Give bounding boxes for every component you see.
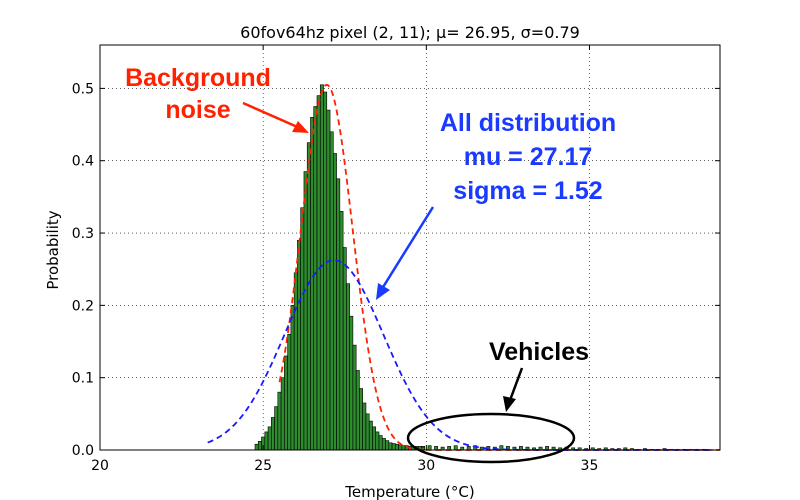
- histogram-bar: [310, 117, 315, 451]
- histogram-bar: [391, 443, 396, 451]
- histogram-bar: [401, 445, 406, 451]
- histogram-bar: [355, 370, 360, 451]
- histogram-bar: [395, 443, 399, 451]
- histogram-bar: [306, 142, 311, 451]
- histogram-bar: [287, 333, 292, 451]
- x-tick-label: 35: [581, 458, 599, 474]
- histogram-bar: [372, 426, 377, 451]
- histogram-bar: [352, 344, 357, 451]
- chart-title: 60fov64hz pixel (2, 11); μ= 26.95, σ=0.7…: [240, 23, 580, 42]
- background-arrowhead: [292, 121, 309, 133]
- histogram-bar: [329, 131, 334, 451]
- histogram-bar: [388, 442, 393, 451]
- histogram-bar: [342, 247, 347, 451]
- vehicles-arrowhead: [503, 396, 516, 412]
- x-tick-label: 25: [254, 458, 272, 474]
- histogram-bar: [323, 91, 328, 451]
- histogram-bar: [381, 438, 386, 451]
- all-distribution-arrow: [378, 206, 435, 293]
- histogram-bars: [254, 84, 706, 451]
- histogram-bar: [284, 355, 288, 451]
- histogram-bar: [297, 239, 301, 451]
- histogram-bar: [398, 444, 403, 451]
- histogram-bar: [333, 153, 337, 451]
- histogram-bar: [274, 406, 279, 451]
- histogram-bar: [349, 315, 354, 451]
- histogram-bar: [267, 426, 272, 451]
- y-tick-label: 0.3: [72, 226, 94, 242]
- histogram-bar: [271, 417, 275, 451]
- histogram-bar: [346, 283, 350, 451]
- axis-ticks: 20 25 30 35 0.0 0.1 0.2 0.3 0.4 0.5: [72, 45, 720, 474]
- all-distribution-arrowhead: [376, 283, 390, 300]
- vehicles-ellipse: [406, 412, 576, 464]
- histogram-bar: [277, 391, 282, 451]
- x-tick-label: 20: [91, 458, 109, 474]
- y-tick-label: 0.2: [72, 298, 94, 314]
- grid-layer: [100, 45, 720, 450]
- histogram-bar: [290, 305, 295, 451]
- all-distribution-annotation-line1: All distribution: [440, 109, 616, 137]
- histogram-bar: [326, 109, 331, 451]
- histogram-bar: [257, 441, 262, 451]
- histogram-bar: [365, 413, 370, 451]
- x-tick-label: 30: [417, 458, 435, 474]
- y-axis-title: Probability: [44, 210, 62, 289]
- histogram-bar: [280, 377, 285, 451]
- histogram-bar: [339, 211, 344, 451]
- vehicles-annotation: Vehicles: [489, 338, 589, 366]
- plot-frame: [99, 44, 721, 451]
- histogram-bar: [375, 431, 380, 451]
- y-tick-label: 0.0: [72, 443, 94, 459]
- background-annotation-line2: noise: [165, 96, 230, 124]
- histogram-bar: [303, 171, 308, 451]
- background-arrow: [242, 101, 303, 131]
- histogram-bar: [368, 420, 373, 451]
- histogram-bar: [385, 440, 390, 451]
- y-tick-label: 0.5: [72, 81, 94, 97]
- histogram-bar: [362, 402, 367, 451]
- histogram-bar: [293, 272, 298, 451]
- x-axis-title: Temperature (°C): [344, 483, 474, 500]
- histogram-bar: [254, 443, 259, 451]
- y-tick-label: 0.4: [72, 154, 94, 170]
- vehicles-arrow: [507, 367, 524, 404]
- histogram-bar: [264, 431, 269, 451]
- histogram-bar: [359, 388, 363, 451]
- all-distribution-curve: [207, 259, 714, 451]
- all-distribution-annotation-line3: sigma = 1.52: [453, 177, 602, 205]
- histogram-bar: [316, 95, 321, 451]
- histogram-bar: [336, 178, 341, 451]
- histogram-bar: [378, 435, 383, 451]
- all-distribution-annotation-line2: mu = 27.17: [464, 143, 593, 171]
- histogram-bar: [313, 106, 318, 451]
- histogram-bar: [300, 207, 305, 451]
- background-annotation-line1: Background: [125, 64, 271, 92]
- y-tick-label: 0.1: [72, 371, 94, 387]
